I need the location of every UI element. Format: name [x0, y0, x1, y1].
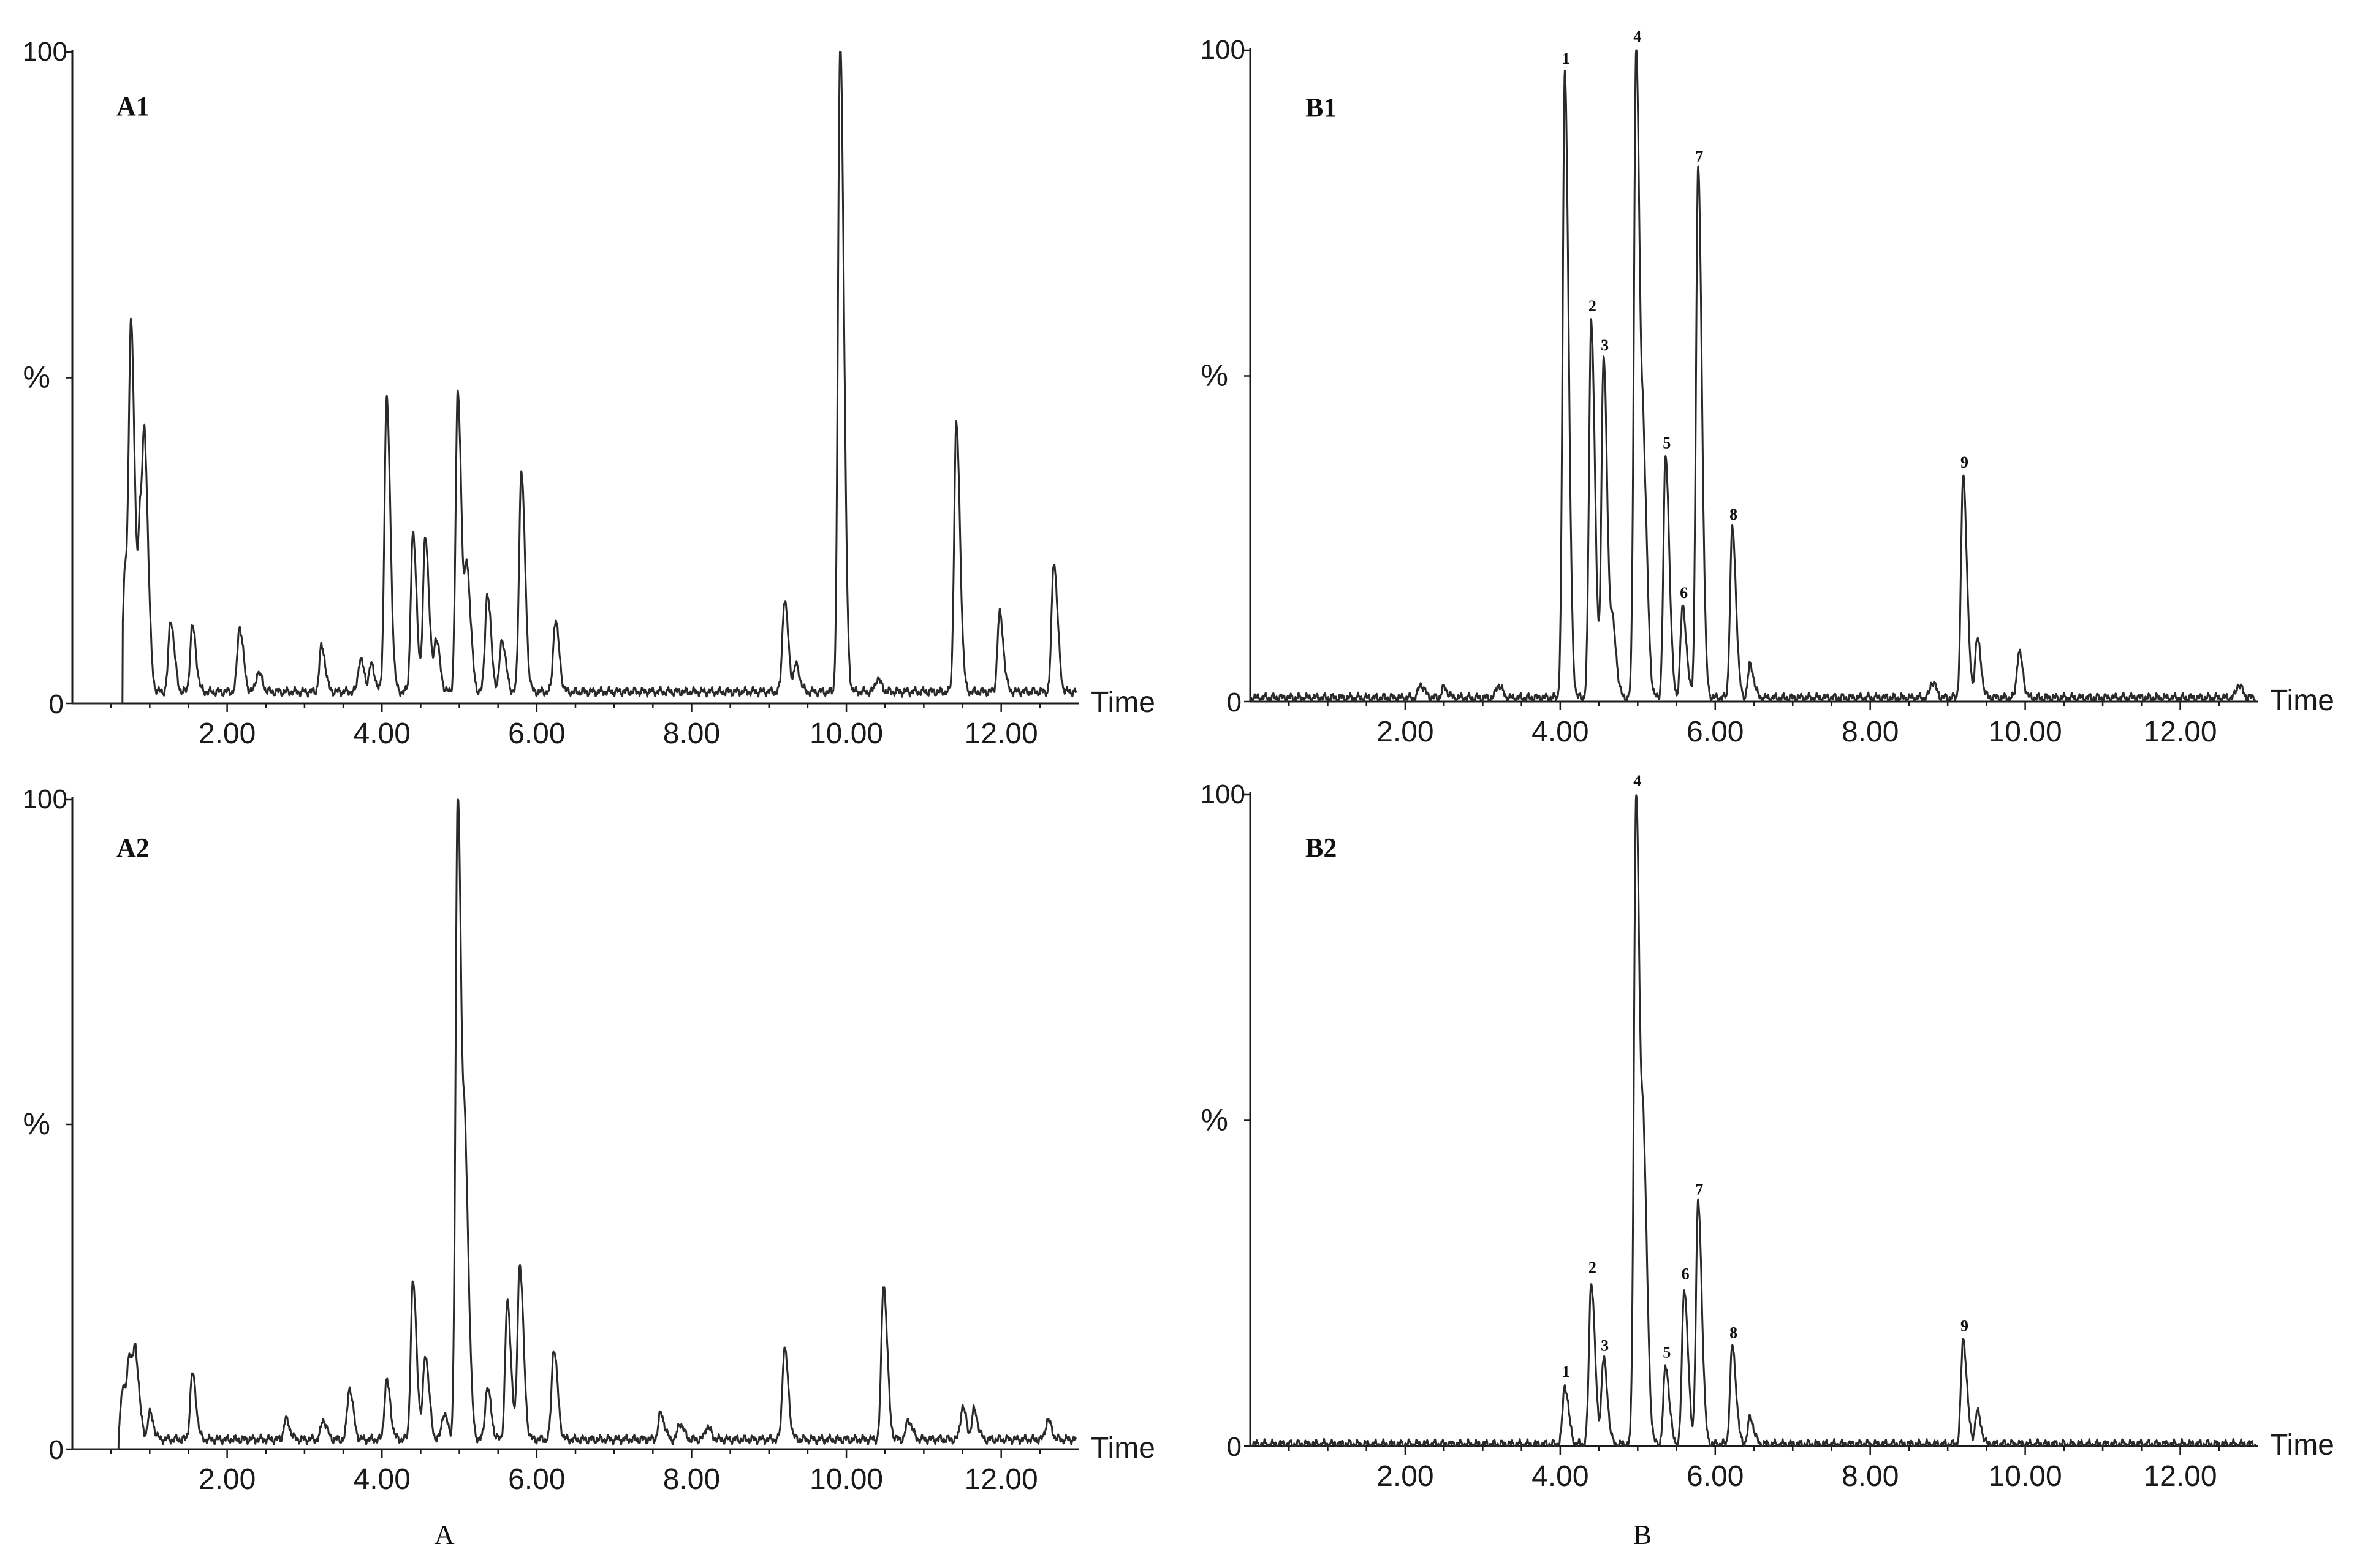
peak-label-7: 7 [1695, 148, 1703, 165]
chromatogram-trace-B1 [1249, 49, 2256, 703]
y-tick-label-100: 100 [1201, 779, 1245, 809]
peak-label-2: 2 [1588, 1259, 1596, 1276]
y-axis-label: % [23, 360, 50, 395]
chromatogram-trace-A1 [72, 51, 1077, 705]
peak-label-1: 1 [1562, 1363, 1570, 1381]
panels-layer: 100%02.00 4.00 6.00 8.00 10.00 12.00TimeA1100… [23, 28, 2334, 1496]
peak-label-5: 5 [1663, 1343, 1671, 1361]
x-tick-label-6.00: 6.00 [1687, 716, 1744, 748]
y-axis-label: % [1201, 1103, 1228, 1137]
y-tick-label-0: 0 [49, 1435, 64, 1465]
group-label-A: A [434, 1519, 454, 1550]
panel-B1: 100% 0 2.00 4.00 6.00 8.00 10.00 12.00 Time B1 1 2 3… [1201, 28, 2334, 748]
peak-label-9: 9 [1960, 1317, 1968, 1335]
x-tick-label-12.00: 12.00 [965, 1463, 1038, 1496]
peak-label-6: 6 [1680, 584, 1688, 602]
y-axis-label: % [23, 1107, 50, 1141]
x-tick-label-4.00: 4.00 [354, 1463, 411, 1496]
x-tick-label-6.00: 6.00 [508, 1463, 565, 1496]
x-tick-label-10.00: 10.00 [1989, 716, 2062, 748]
panel-title-B2: B2 [1305, 833, 1337, 863]
peak-label-4: 4 [1633, 28, 1641, 45]
panel-B2: 100% 0 2.00 4.00 6.00 8.00 10.00 12.00 Time B2 1 2 3… [1201, 772, 2334, 1493]
x-axis-label: Time [2270, 684, 2334, 717]
x-tick-label-4.00: 4.00 [1531, 716, 1588, 748]
x-tick-label-10.00: 10.00 [810, 1463, 883, 1496]
panel-title-A2: A2 [116, 833, 150, 863]
x-tick-label-2.00: 2.00 [199, 718, 256, 750]
peak-label-2: 2 [1588, 297, 1596, 315]
x-tick-label-8.00: 8.00 [1842, 716, 1899, 748]
x-tick-label-8.00: 8.00 [1842, 1460, 1899, 1493]
x-tick-label-2.00: 2.00 [1376, 716, 1433, 748]
x-tick-label-10.00: 10.00 [810, 718, 883, 750]
peak-label-1: 1 [1562, 50, 1570, 67]
y-tick-label-0: 0 [1227, 1432, 1242, 1462]
chromatogram-trace-A2 [72, 798, 1077, 1450]
peak-label-3: 3 [1601, 336, 1609, 354]
peak-label-5: 5 [1663, 434, 1671, 452]
x-axis-label: Time [1091, 686, 1155, 719]
y-tick-label-0: 0 [1227, 687, 1242, 718]
panel-title-A1: A1 [116, 91, 150, 121]
peak-label-6: 6 [1682, 1265, 1690, 1283]
x-tick-label-2.00: 2.00 [199, 1463, 256, 1496]
x-tick-label-4.00: 4.00 [1531, 1460, 1588, 1493]
peak-label-8: 8 [1729, 506, 1737, 523]
panel-title-B1: B1 [1305, 93, 1337, 123]
peak-label-9: 9 [1960, 453, 1968, 471]
x-tick-label-12.00: 12.00 [2143, 1460, 2217, 1493]
x-tick-label-8.00: 8.00 [663, 1463, 720, 1496]
x-tick-label-6.00: 6.00 [508, 718, 565, 750]
peak-label-4: 4 [1633, 772, 1641, 790]
x-axis-label: Time [1091, 1432, 1155, 1464]
chromatogram-trace-B2 [1249, 794, 2256, 1447]
y-tick-label-100: 100 [23, 37, 67, 67]
x-tick-label-8.00: 8.00 [663, 718, 720, 750]
x-tick-label-12.00: 12.00 [2143, 716, 2217, 748]
y-tick-label-100: 100 [23, 784, 67, 814]
x-tick-label-6.00: 6.00 [1687, 1460, 1744, 1493]
x-tick-label-4.00: 4.00 [354, 718, 411, 750]
y-tick-label-100: 100 [1201, 35, 1245, 65]
peak-label-8: 8 [1729, 1324, 1737, 1341]
peak-label-7: 7 [1695, 1181, 1703, 1199]
x-axis-label: Time [2270, 1429, 2334, 1461]
y-tick-label-0: 0 [49, 689, 64, 719]
panel-A2: 100% 0 2.00 4.00 6.00 8.00 10.00 12.00 Time A2 [23, 784, 1155, 1496]
panel-A1: 100% 0 2.00 4.00 6.00 8.00 10.00 12.00 Time A1 [23, 37, 1155, 750]
group-label-B: B [1633, 1519, 1652, 1550]
x-tick-label-10.00: 10.00 [1989, 1460, 2062, 1493]
x-tick-label-2.00: 2.00 [1376, 1460, 1433, 1493]
peak-label-3: 3 [1601, 1337, 1609, 1355]
x-tick-label-12.00: 12.00 [965, 718, 1038, 750]
y-axis-label: % [1201, 358, 1228, 393]
